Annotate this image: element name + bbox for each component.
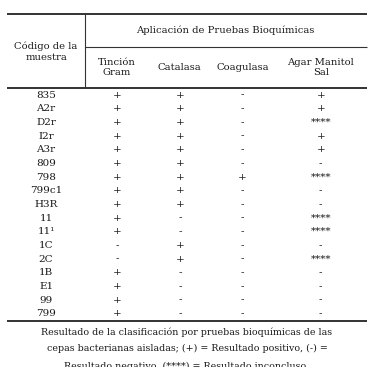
Text: +: + bbox=[113, 214, 121, 222]
Text: -: - bbox=[319, 186, 322, 195]
Text: ****: **** bbox=[310, 214, 331, 222]
Text: -: - bbox=[178, 295, 181, 305]
Text: ****: **** bbox=[310, 255, 331, 264]
Text: -: - bbox=[241, 241, 244, 250]
Text: -: - bbox=[319, 159, 322, 168]
Text: +: + bbox=[175, 104, 184, 113]
Text: 11: 11 bbox=[39, 214, 53, 222]
Text: +: + bbox=[113, 145, 121, 154]
Text: cepas bacterianas aisladas; (+) = Resultado positivo, (-) =: cepas bacterianas aisladas; (+) = Result… bbox=[46, 344, 328, 353]
Text: +: + bbox=[175, 200, 184, 209]
Text: Aplicación de Pruebas Bioquímicas: Aplicación de Pruebas Bioquímicas bbox=[137, 26, 315, 35]
Text: +: + bbox=[238, 172, 247, 182]
Text: Catalasa: Catalasa bbox=[158, 63, 202, 72]
Text: -: - bbox=[178, 227, 181, 236]
Text: -: - bbox=[241, 214, 244, 222]
Text: -: - bbox=[319, 282, 322, 291]
Text: 809: 809 bbox=[36, 159, 56, 168]
Text: +: + bbox=[316, 91, 325, 99]
Text: +: + bbox=[113, 268, 121, 277]
Text: -: - bbox=[178, 268, 181, 277]
Text: -: - bbox=[241, 200, 244, 209]
Text: +: + bbox=[113, 104, 121, 113]
Text: A2r: A2r bbox=[37, 104, 56, 113]
Text: +: + bbox=[113, 159, 121, 168]
Text: +: + bbox=[175, 255, 184, 264]
Text: +: + bbox=[316, 131, 325, 141]
Text: +: + bbox=[175, 172, 184, 182]
Text: +: + bbox=[175, 131, 184, 141]
Text: Coagulasa: Coagulasa bbox=[216, 63, 269, 72]
Text: Resultado negativo, (****) = Resultado inconcluso.: Resultado negativo, (****) = Resultado i… bbox=[64, 361, 310, 367]
Text: -: - bbox=[319, 241, 322, 250]
Text: -: - bbox=[115, 241, 119, 250]
Text: -: - bbox=[241, 131, 244, 141]
Text: 798: 798 bbox=[36, 172, 56, 182]
Text: -: - bbox=[115, 255, 119, 264]
Text: Código de la
muestra: Código de la muestra bbox=[14, 41, 78, 62]
Text: -: - bbox=[241, 145, 244, 154]
Text: -: - bbox=[178, 214, 181, 222]
Text: ****: **** bbox=[310, 118, 331, 127]
Text: +: + bbox=[175, 186, 184, 195]
Text: I2r: I2r bbox=[38, 131, 54, 141]
Text: +: + bbox=[316, 145, 325, 154]
Text: +: + bbox=[113, 172, 121, 182]
Text: H3R: H3R bbox=[34, 200, 58, 209]
Text: -: - bbox=[178, 309, 181, 318]
Text: +: + bbox=[113, 295, 121, 305]
Text: 99: 99 bbox=[39, 295, 53, 305]
Text: -: - bbox=[241, 91, 244, 99]
Text: -: - bbox=[241, 309, 244, 318]
Text: +: + bbox=[175, 145, 184, 154]
Text: -: - bbox=[319, 200, 322, 209]
Text: -: - bbox=[241, 282, 244, 291]
Text: Agar Manitol
Sal: Agar Manitol Sal bbox=[287, 58, 354, 77]
Text: +: + bbox=[316, 104, 325, 113]
Text: +: + bbox=[175, 159, 184, 168]
Text: -: - bbox=[319, 268, 322, 277]
Text: +: + bbox=[175, 241, 184, 250]
Text: Tinción
Gram: Tinción Gram bbox=[98, 58, 136, 77]
Text: Resultado de la clasificación por pruebas bioquímicas de las: Resultado de la clasificación por prueba… bbox=[42, 327, 332, 337]
Text: 1C: 1C bbox=[39, 241, 53, 250]
Text: +: + bbox=[113, 227, 121, 236]
Text: 835: 835 bbox=[36, 91, 56, 99]
Text: -: - bbox=[319, 295, 322, 305]
Text: 2C: 2C bbox=[39, 255, 53, 264]
Text: -: - bbox=[241, 227, 244, 236]
Text: +: + bbox=[175, 118, 184, 127]
Text: +: + bbox=[113, 131, 121, 141]
Text: ****: **** bbox=[310, 172, 331, 182]
Text: +: + bbox=[113, 309, 121, 318]
Text: +: + bbox=[113, 282, 121, 291]
Text: +: + bbox=[113, 200, 121, 209]
Text: -: - bbox=[241, 186, 244, 195]
Text: +: + bbox=[113, 118, 121, 127]
Text: -: - bbox=[241, 159, 244, 168]
Text: -: - bbox=[241, 118, 244, 127]
Text: -: - bbox=[241, 255, 244, 264]
Text: +: + bbox=[113, 91, 121, 99]
Text: A3r: A3r bbox=[37, 145, 56, 154]
Text: -: - bbox=[178, 282, 181, 291]
Text: ****: **** bbox=[310, 227, 331, 236]
Text: +: + bbox=[175, 91, 184, 99]
Text: +: + bbox=[113, 186, 121, 195]
Text: D2r: D2r bbox=[36, 118, 56, 127]
Text: -: - bbox=[241, 268, 244, 277]
Text: 1B: 1B bbox=[39, 268, 53, 277]
Text: -: - bbox=[241, 104, 244, 113]
Text: 799c1: 799c1 bbox=[30, 186, 62, 195]
Text: -: - bbox=[241, 295, 244, 305]
Text: E1: E1 bbox=[39, 282, 53, 291]
Text: 11¹: 11¹ bbox=[37, 227, 55, 236]
Text: 799: 799 bbox=[36, 309, 56, 318]
Text: -: - bbox=[319, 309, 322, 318]
